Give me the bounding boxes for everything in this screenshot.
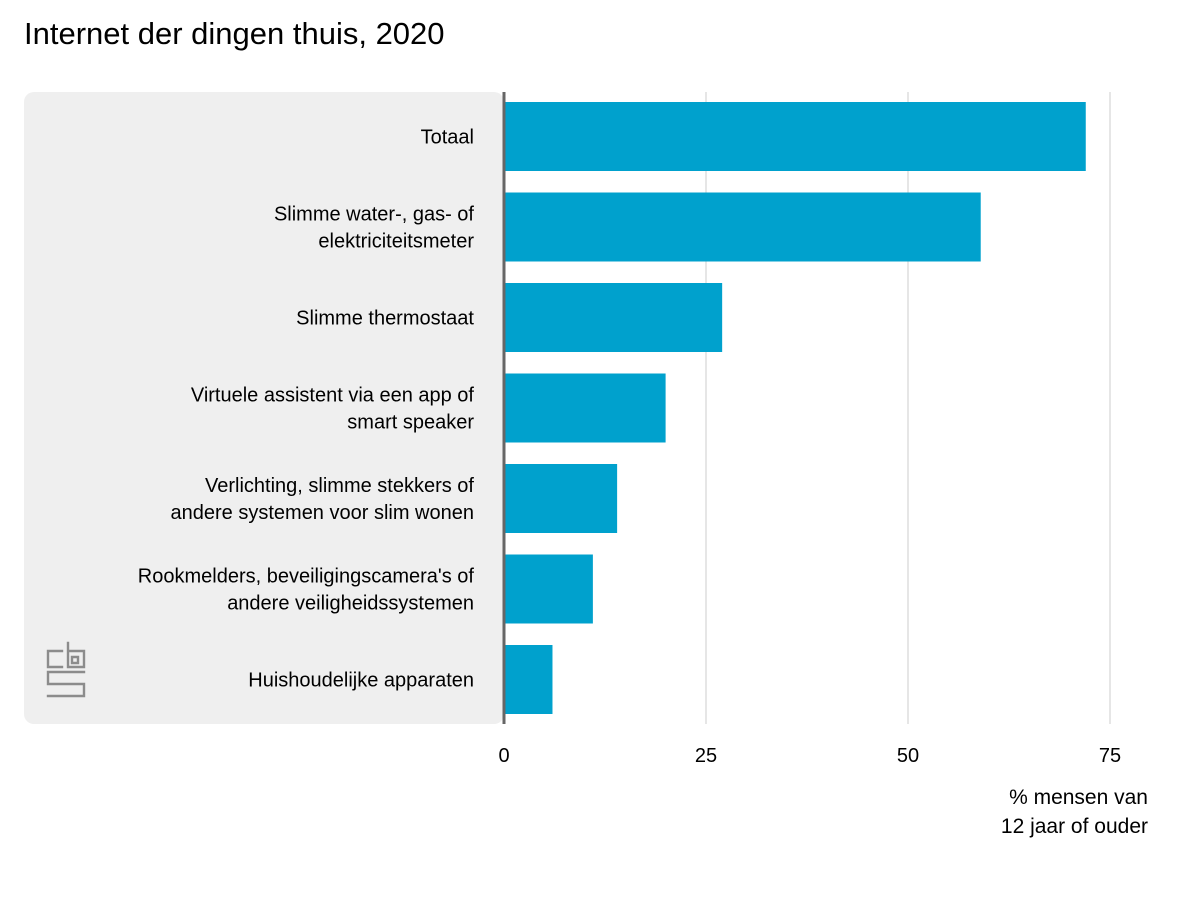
- category-label-verlichting-slimme-stekkers-of-andere-systemen-voor-slim-wonen: Verlichting, slimme stekkers of andere sy…: [171, 475, 475, 524]
- cbs-logo-s: [46, 670, 86, 698]
- x-tick-label-75: 75: [1099, 745, 1121, 767]
- cbs-logo: [46, 641, 86, 698]
- bar-totaal: [504, 102, 1086, 171]
- bar-verlichting-slimme-stekkers-of-andere-systemen-voor-slim-wonen: [504, 464, 618, 533]
- bar-slimme-water-gas-of-elektriciteitsmeter: [504, 192, 981, 262]
- bar-huishoudelijke-apparaten: [504, 645, 553, 714]
- category-labels: Totaal Slimme water-, gas- of elektricitei…: [138, 127, 475, 692]
- category-label-slimme-water-gas-of-elektriciteitsmeter: Slimme water-, gas- of elektriciteitsmete…: [274, 204, 474, 253]
- x-tick-labels: 0 25 50 75: [498, 745, 1121, 767]
- cbs-logo-b: [66, 641, 86, 669]
- x-tick-label-50: 50: [897, 745, 919, 767]
- gridlines: [705, 92, 1111, 724]
- x-axis-title: % mensen van 12 jaar of ouder: [1001, 786, 1148, 838]
- category-label-totaal: Totaal: [421, 127, 474, 149]
- category-label-slimme-thermostaat: Slimme thermostaat: [296, 308, 474, 330]
- cbs-logo-c: [46, 649, 64, 669]
- category-label-rookmelders-beveiligingscamera-s-of-andere-veiligheidssystemen: Rookmelders, beveiligingscamera's of ande…: [138, 566, 475, 615]
- category-label-huishoudelijke-apparaten: Huishoudelijke apparaten: [248, 670, 474, 692]
- category-label-virtuele-assistent-via-een-app-of-smart-speaker: Virtuele assistent via een app of smart s…: [191, 385, 475, 434]
- x-tick-label-25: 25: [695, 745, 717, 767]
- bars: [504, 102, 1086, 714]
- bar-slimme-thermostaat: [504, 283, 723, 352]
- category-label-panel: [24, 92, 504, 724]
- chart-title: Internet der dingen thuis, 2020: [24, 16, 445, 51]
- bar-rookmelders-beveiligingscamera-s-of-andere-veiligheidssystemen: [504, 554, 593, 624]
- bar-virtuele-assistent-via-een-app-of-smart-speaker: [504, 373, 666, 443]
- x-tick-label-0: 0: [498, 745, 509, 767]
